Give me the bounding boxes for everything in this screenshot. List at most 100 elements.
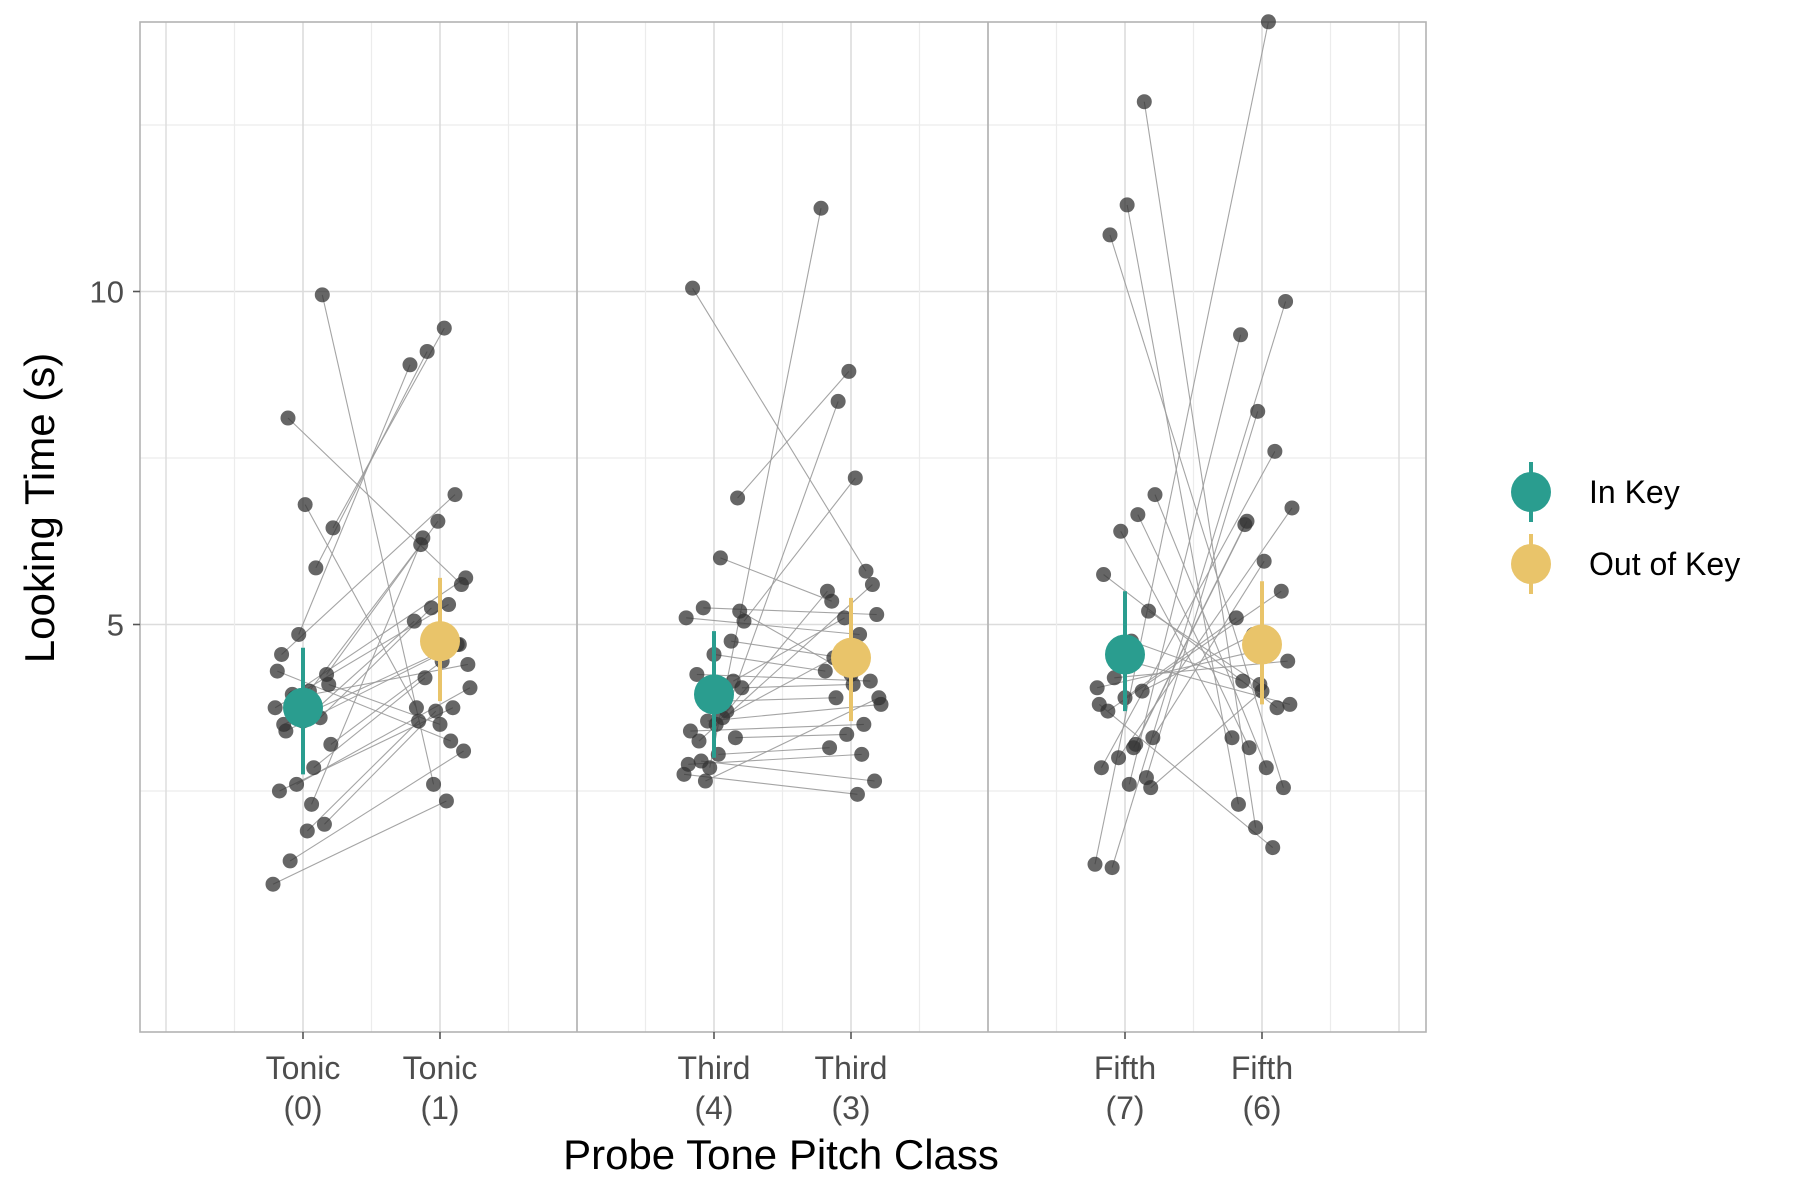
data-point — [678, 610, 694, 626]
data-point — [1273, 583, 1289, 599]
pair-line — [311, 537, 424, 805]
x-tick-label: Fifth — [1094, 1050, 1156, 1086]
data-point — [847, 470, 863, 486]
data-point — [402, 357, 418, 373]
y-axis-label: Looking Time (s) — [16, 353, 63, 663]
data-point — [819, 583, 835, 599]
pair-line — [298, 364, 411, 635]
data-point — [276, 716, 292, 732]
pair-line — [306, 720, 419, 832]
data-point — [426, 776, 442, 792]
data-point — [723, 633, 739, 649]
data-point — [438, 793, 454, 809]
data-point — [828, 690, 844, 706]
data-point — [1237, 517, 1253, 533]
data-point — [1228, 610, 1244, 626]
pair-line — [696, 673, 871, 682]
pair-line — [692, 287, 867, 572]
x-tick-label: Third — [815, 1050, 888, 1086]
data-point — [460, 656, 476, 672]
data-point — [867, 773, 883, 789]
data-point — [453, 577, 469, 593]
mean-marker — [420, 621, 460, 662]
x-tick-label-sub: (7) — [1105, 1090, 1144, 1126]
pair-line — [1128, 334, 1242, 785]
data-point — [839, 726, 855, 742]
data-point — [314, 287, 330, 303]
data-point — [1089, 680, 1105, 696]
data-point — [1106, 670, 1122, 686]
data-point — [289, 776, 305, 792]
data-point — [417, 670, 433, 686]
pair-line — [1118, 507, 1293, 759]
data-point — [858, 563, 874, 579]
data-point — [280, 410, 296, 426]
significance-star: * — [359, 0, 384, 22]
pair-line — [1094, 21, 1269, 865]
data-point — [423, 600, 439, 616]
pair-line — [713, 653, 826, 672]
pair-line — [308, 544, 422, 692]
legend-label: Out of Key — [1589, 546, 1740, 582]
pair-line — [1143, 101, 1257, 828]
data-point — [869, 607, 885, 623]
legend-label: In Key — [1589, 474, 1680, 510]
data-point — [732, 603, 748, 619]
data-point — [1233, 327, 1249, 343]
legend-key-dot — [1511, 472, 1551, 512]
mean-marker — [1242, 624, 1282, 665]
data-point — [1282, 696, 1298, 712]
data-point — [813, 200, 829, 216]
pair-line — [332, 327, 445, 529]
data-point — [1230, 796, 1246, 812]
pair-line — [1137, 514, 1250, 748]
data-point — [406, 613, 422, 629]
data-point — [837, 610, 853, 626]
data-point — [1141, 603, 1157, 619]
pair-line — [304, 504, 417, 709]
data-point — [299, 823, 315, 839]
data-point — [680, 756, 696, 772]
pair-line — [731, 640, 843, 659]
data-point — [456, 743, 472, 759]
significance-annotation: * — [359, 0, 384, 22]
data-point — [854, 746, 870, 762]
data-point — [267, 700, 283, 716]
data-point — [1113, 523, 1129, 539]
data-point — [712, 550, 728, 566]
data-point — [715, 710, 731, 726]
data-point — [691, 733, 707, 749]
data-point — [308, 560, 324, 576]
data-point — [817, 663, 833, 679]
pair-line — [701, 760, 875, 782]
data-point — [265, 876, 281, 892]
data-point — [415, 530, 431, 546]
data-point — [682, 723, 698, 739]
y-tick-label: 10 — [90, 275, 124, 310]
legend-key-dot — [1511, 544, 1551, 584]
data-point — [1136, 94, 1152, 110]
data-point — [1278, 293, 1294, 309]
data-point — [304, 796, 320, 812]
data-point — [441, 597, 457, 613]
pair-line — [313, 677, 426, 769]
data-point — [462, 680, 478, 696]
pair-line — [281, 494, 456, 655]
x-tick-label: Third — [678, 1050, 751, 1086]
pair-line — [686, 617, 860, 636]
data-point — [1093, 760, 1109, 776]
data-point — [436, 320, 452, 336]
pair-line — [1152, 560, 1265, 739]
x-tick-label: Fifth — [1231, 1050, 1293, 1086]
data-point — [1087, 856, 1103, 872]
mean-marker — [694, 674, 734, 715]
pair-line — [1141, 633, 1254, 692]
pair-line — [324, 710, 437, 825]
data-point — [852, 626, 868, 642]
data-point — [1121, 776, 1137, 792]
data-point — [1265, 840, 1281, 856]
x-tick-label-sub: (1) — [420, 1090, 459, 1126]
plot-border — [139, 21, 1427, 1033]
pair-line — [743, 477, 856, 622]
